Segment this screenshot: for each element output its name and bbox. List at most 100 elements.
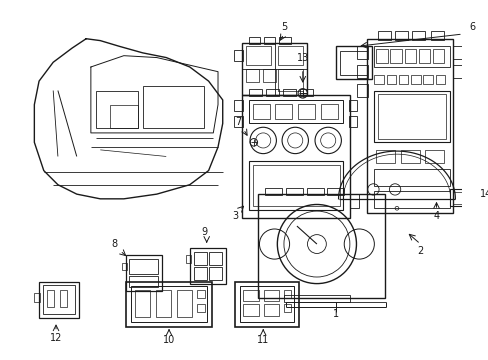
Bar [451,192,467,203]
Bar [389,49,401,63]
Bar [357,46,367,59]
Bar [34,293,40,302]
Bar [340,51,366,75]
Bar [357,84,367,97]
Bar [185,255,190,263]
Bar [377,94,445,139]
Bar [306,188,323,195]
Bar [279,37,290,44]
Bar [299,89,312,96]
Bar [257,194,384,298]
Bar [275,104,292,119]
Text: 11: 11 [257,335,269,345]
Bar [284,290,291,298]
Bar [197,304,204,312]
Bar [43,285,75,314]
Bar [451,65,462,78]
Bar [375,150,394,163]
Bar [109,105,138,128]
Bar [423,75,432,84]
Bar [243,290,258,301]
Bar [283,89,296,96]
Bar [239,287,294,322]
Bar [248,100,343,123]
Bar [326,188,344,195]
Text: 2: 2 [417,246,423,256]
Bar [248,89,262,96]
Bar [39,282,79,318]
Bar [264,304,279,316]
Bar [131,287,206,322]
Bar [235,282,298,327]
Bar [348,116,357,127]
Bar [60,290,67,307]
Bar [248,161,343,210]
Bar [189,248,225,284]
Bar [263,69,276,82]
Bar [129,259,158,274]
Text: 9: 9 [202,227,207,237]
Bar [285,188,302,195]
Text: 14: 14 [479,189,488,199]
Bar [122,263,126,270]
Bar [246,46,270,65]
Bar [234,116,242,127]
Bar [243,304,258,316]
Bar [241,95,349,218]
Bar [435,75,444,84]
Bar [264,290,279,301]
Bar [252,104,269,119]
Bar [335,46,371,79]
Bar [404,49,415,63]
Bar [125,255,161,291]
Bar [265,89,279,96]
Text: 10: 10 [163,335,175,345]
Bar [394,31,407,40]
Bar [246,69,259,82]
Bar [125,282,212,327]
Bar [377,31,390,40]
Text: 5: 5 [280,22,286,32]
Bar [366,39,452,213]
Text: 3: 3 [231,211,238,221]
Bar [264,188,282,195]
Bar [156,290,171,316]
Text: 1: 1 [332,309,338,319]
Bar [430,31,443,40]
Bar [234,100,242,111]
Bar [411,31,425,40]
Bar [248,37,260,44]
Bar [252,165,339,206]
Bar [176,290,191,316]
Bar [357,65,367,78]
Bar [135,290,150,316]
Bar [46,290,54,307]
Bar [284,295,349,302]
Bar [264,37,275,44]
Bar [425,150,443,163]
Bar [284,304,291,312]
Bar [374,46,449,67]
Bar [142,86,203,128]
Bar [374,75,383,84]
Bar [348,100,357,111]
Bar [432,49,443,63]
Bar [95,90,138,128]
Text: 6: 6 [468,22,474,32]
Bar [241,44,307,95]
Text: 4: 4 [432,211,439,221]
Bar [208,267,222,280]
Bar [129,276,158,287]
Bar [374,169,449,186]
Bar [320,104,337,119]
Bar [398,75,407,84]
Bar [374,90,449,142]
Bar [400,150,419,163]
Bar [193,252,206,265]
Bar [278,46,302,65]
Bar [193,267,206,280]
Bar [451,46,462,59]
Text: 8: 8 [111,239,117,249]
Bar [449,189,472,206]
Text: 7: 7 [235,117,242,127]
